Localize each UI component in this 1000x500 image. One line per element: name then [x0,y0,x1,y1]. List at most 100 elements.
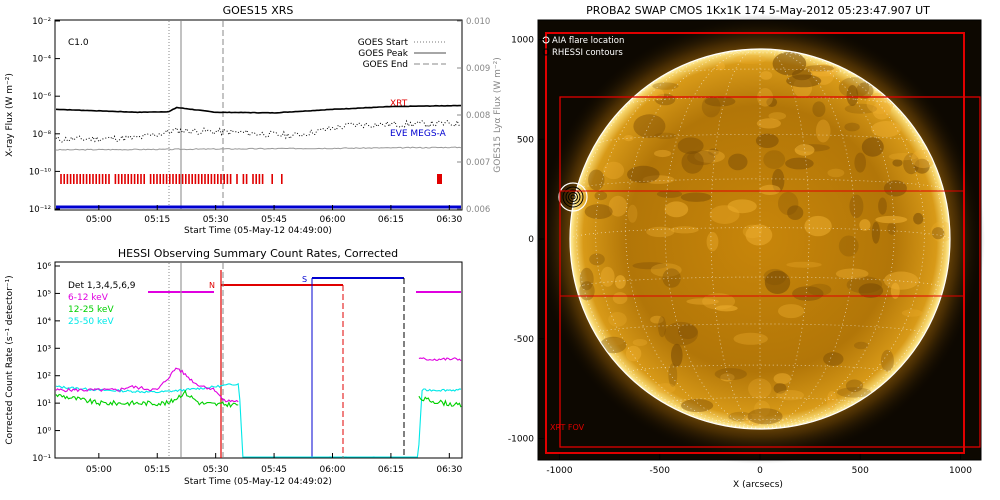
rhessi-coverage-tick [63,174,65,184]
swap-y-tick-label: -500 [514,335,535,345]
bright-region [859,219,871,231]
bright-region [654,149,672,158]
hessi-legend-12-25: 12-25 keV [68,305,114,315]
dark-region [701,96,721,118]
dark-region [823,352,844,366]
bright-region [883,271,919,290]
hessi-y-tick-label: 10² [37,372,51,382]
goes-y2-tick-label: 0.010 [466,17,490,27]
goes-y-tick-label: 10⁻⁶ [32,92,51,102]
goes-y-tick-label: 10⁻⁸ [32,130,51,140]
bright-region [804,215,832,237]
dark-region [887,222,897,235]
hessi-y-tick-label: 10⁰ [37,427,52,437]
dark-region [878,197,887,215]
dark-region [856,82,874,99]
rhessi-coverage-tick [220,174,222,184]
rhessi-coverage-tick [121,174,123,184]
hessi-title: HESSI Observing Summary Count Rates, Cor… [118,247,398,260]
bright-region [760,71,773,80]
bright-region [890,282,900,299]
rhessi-coverage-tick [82,174,85,184]
dark-region [680,192,712,202]
rhessi-coverage-tick [98,174,101,184]
latitude-line [595,323,925,335]
swap-x-tick-label: -1000 [546,466,572,476]
swap-x-tick-label: 0 [757,466,763,476]
rhessi-coverage-tick [130,174,133,184]
bright-region [827,168,845,178]
dark-region [658,316,667,338]
swap-x-tick-label: 500 [852,466,869,476]
dark-region [844,122,860,132]
bright-region [727,199,757,214]
hessi-det-label: Det 1,3,4,5,6,9 [68,281,136,291]
dark-region [787,205,804,220]
dark-region [812,101,826,117]
bright-region [670,226,699,234]
latitude-line [710,418,810,423]
bright-region [742,224,763,239]
bright-region [756,118,782,129]
dark-region [804,65,835,72]
goes-y-tick-label: 10⁻¹⁰ [29,167,52,177]
latitude-line [595,133,925,145]
dark-region [931,227,945,240]
dark-region [654,132,676,139]
longitude-line [595,49,761,429]
rhessi-coverage-tick [223,174,225,184]
goes-x-tick-label: 06:15 [378,215,404,225]
latitude-line [576,178,944,191]
dark-region [846,85,859,106]
rhessi-coverage-tick [185,174,187,184]
hessi-plot-frame [54,261,463,459]
hessi-ylabel: Corrected Count Rate (s⁻¹ detector⁻¹) [5,275,15,444]
bright-region [733,332,768,345]
goes-ylabel-right: GOES15 Lyα Flux (W m⁻²) [493,57,503,173]
hessi-y-tick-label: 10⁴ [37,317,52,327]
rhessi-coverage-tick [255,174,257,184]
hessi-x-tick-label: 06:15 [378,465,404,475]
dark-region [589,253,605,266]
rhessi-coverage-tick [207,174,209,184]
swap-xlabel: X (arcsecs) [733,480,783,490]
bright-region [652,89,665,101]
hessi-x-tick-label: 06:00 [320,465,346,475]
dark-region [632,262,668,270]
rhessi-coverage-tick [194,174,197,184]
hessi-y-tick-label: 10¹ [37,399,51,409]
rhessi-coverage-tick [156,174,158,184]
dark-region [678,324,698,340]
swap-y-tick-label: 500 [517,135,534,145]
hessi-legend: Det 1,3,4,5,6,9 6-12 keV 12-25 keV 25-50… [68,281,136,327]
swap-y-tick-label: -1000 [508,435,534,445]
hessi-x-tick-label: 05:45 [261,465,287,475]
latitude-line [576,276,944,289]
dark-region [627,165,660,183]
dark-region [579,281,595,301]
hessi-x-axis: 05:00 05:15 05:30 05:45 06:00 06:15 06:30 [86,453,463,475]
rhessi-coverage-tick [197,174,200,184]
rhessi-coverage-tick [175,174,177,184]
goes-x-tick-label: 06:30 [436,215,462,225]
rhessi-coverage-tick [69,174,72,184]
rhessi-coverage-tick [169,174,171,184]
dark-region [671,343,683,367]
dark-region [764,270,791,294]
bright-region [646,226,675,238]
bright-region [786,261,822,268]
dark-region [747,408,783,425]
bright-region [706,232,719,252]
dark-region [807,283,832,296]
rhessi-coverage-tick [101,174,104,184]
bright-region [835,268,869,279]
dark-region [914,158,930,174]
longitude-line [710,49,761,429]
dark-region [837,387,872,398]
bright-region [600,266,615,287]
swap-disk-texture [570,49,950,429]
dark-region [838,77,870,98]
bright-region [625,345,642,362]
hessi-x-tick-label: 05:00 [86,465,112,475]
